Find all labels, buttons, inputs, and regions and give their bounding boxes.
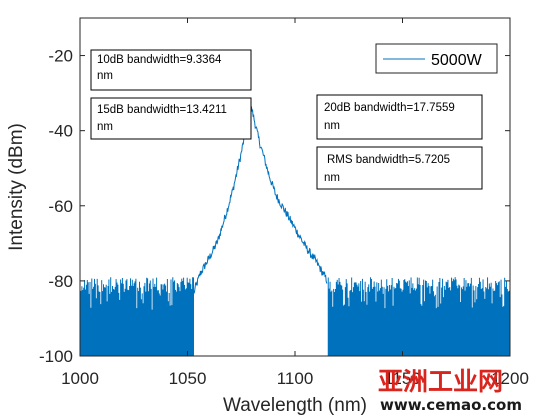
y-tick-label: -40 bbox=[48, 122, 73, 141]
y-tick-label: -20 bbox=[48, 47, 73, 66]
annotation-rms-line2: nm bbox=[324, 172, 340, 184]
x-tick-label: 1150 bbox=[384, 369, 421, 388]
watermark-chinese: 亚洲工业网 bbox=[378, 367, 503, 396]
series-line-5000w bbox=[193, 104, 328, 295]
annotation-20db-line2: nm bbox=[324, 120, 340, 132]
x-tick-label: 1050 bbox=[169, 369, 207, 388]
annotation-10db-line2: nm bbox=[97, 70, 113, 82]
y-axis-title: Intensity (dBm) bbox=[6, 123, 27, 251]
y-tick-label: -100 bbox=[39, 347, 73, 366]
noise-floor-left bbox=[80, 277, 194, 356]
watermark-url: www.cemao.com bbox=[380, 396, 522, 414]
annotation-20db-line1: 20dB bandwidth=17.7559 bbox=[324, 102, 455, 114]
x-axis-ticks: 1000 1050 1100 1150 1200 bbox=[61, 18, 529, 388]
annotation-rms-line1: RMS bandwidth=5.7205 bbox=[327, 154, 450, 166]
y-tick-label: -60 bbox=[48, 197, 73, 216]
x-tick-label: 1100 bbox=[277, 369, 314, 388]
annotation-10db-line1: 10dB bandwidth=9.3364 bbox=[97, 54, 222, 66]
annotation-15db-line2: nm bbox=[97, 121, 113, 133]
annotation-20db: 20dB bandwidth=17.7559 nm bbox=[316, 94, 483, 140]
y-axis-ticks: -20 -40 -60 -80 -100 bbox=[39, 47, 510, 366]
annotation-15db: 15dB bandwidth=13.4211 nm bbox=[90, 97, 252, 140]
x-tick-label: 1200 bbox=[491, 369, 529, 388]
annotation-rms: RMS bandwidth=5.7205 nm bbox=[316, 146, 483, 190]
watermark-logo: 亚洲工业网 www.cemao.com bbox=[378, 367, 522, 414]
legend-label-5000w: 5000W bbox=[431, 52, 483, 69]
x-tick-label: 1000 bbox=[61, 369, 99, 388]
annotation-15db-line1: 15dB bandwidth=13.4211 bbox=[97, 104, 227, 116]
legend: 5000W bbox=[375, 43, 498, 74]
y-tick-label: -80 bbox=[48, 272, 73, 291]
noise-floor-right bbox=[327, 277, 510, 356]
annotation-10db: 10dB bandwidth=9.3364 nm bbox=[90, 49, 252, 91]
x-axis-title: Wavelength (nm) bbox=[223, 395, 367, 416]
